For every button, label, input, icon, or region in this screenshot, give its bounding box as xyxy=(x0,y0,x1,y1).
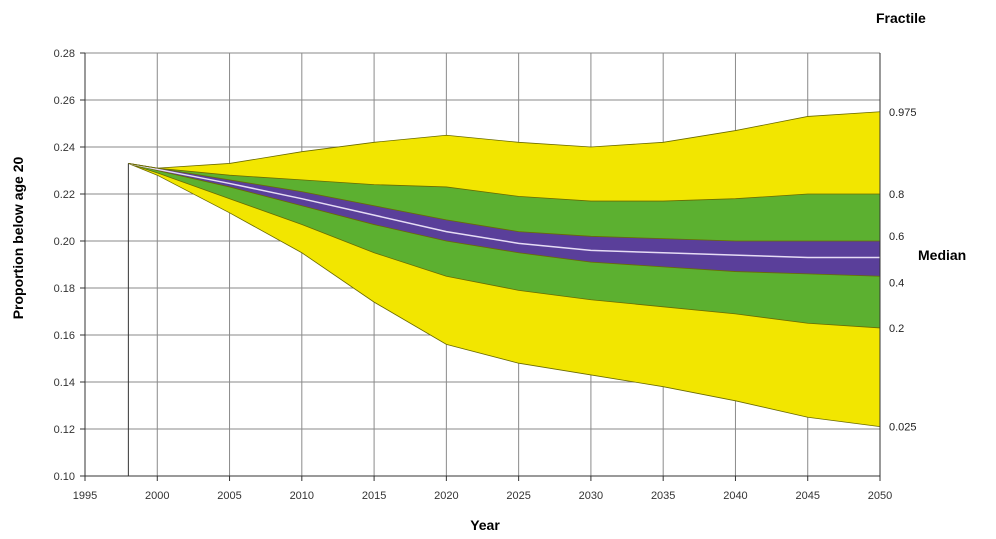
x-tick-label: 2040 xyxy=(723,490,747,502)
fractile-line-0.8 xyxy=(128,163,880,202)
y-tick-label: 0.24 xyxy=(54,142,75,154)
fractile-line-0.6 xyxy=(128,163,880,242)
fractile-bands xyxy=(128,111,880,427)
x-tick-label: 2030 xyxy=(579,490,603,502)
fractile-line-0.4 xyxy=(128,163,881,277)
x-tick-label: 2020 xyxy=(434,490,458,502)
y-tick-label: 0.16 xyxy=(54,330,75,342)
fractile-label: 0.975 xyxy=(889,107,917,119)
fractile-label: 0.2 xyxy=(889,323,904,335)
y-axis-title: Proportion below age 20 xyxy=(10,157,26,320)
fractile-label: 0.025 xyxy=(889,422,917,434)
x-tick-label: 2045 xyxy=(795,490,819,502)
y-tick-label: 0.20 xyxy=(54,236,75,248)
x-tick-label: 2025 xyxy=(506,490,530,502)
fractile-line-0.2 xyxy=(128,163,881,329)
x-tick-label: 2000 xyxy=(145,490,169,502)
y-tick-label: 0.14 xyxy=(54,377,75,389)
x-axis-title: Year xyxy=(470,517,500,533)
y-tick-label: 0.12 xyxy=(54,424,75,436)
y-tick-labels: 0.10 0.12 0.14 0.16 0.18 0.20 0.22 0.24 0.26 0.28 xyxy=(54,48,75,483)
median-label: Median xyxy=(918,247,966,263)
y-tick-label: 0.26 xyxy=(54,95,75,107)
x-tick-labels: 1995 2000 2005 2010 2015 2020 2025 2030 2035 2040… xyxy=(73,490,892,502)
fractile-label: 0.8 xyxy=(889,189,904,201)
y-tick-label: 0.18 xyxy=(54,283,75,295)
x-tick-label: 2005 xyxy=(217,490,241,502)
y-tick-label: 0.10 xyxy=(54,471,75,483)
axes xyxy=(80,52,881,481)
fractile-label: 0.4 xyxy=(889,277,904,289)
y-tick-label: 0.28 xyxy=(54,48,75,60)
x-tick-label: 2035 xyxy=(651,490,675,502)
y-tick-label: 0.22 xyxy=(54,189,75,201)
fractile-labels: 0.025 0.2 0.4 0.6 0.8 0.975 xyxy=(889,107,917,434)
x-tick-label: 2050 xyxy=(868,490,892,502)
fractile-line-0.025 xyxy=(128,163,881,428)
x-tick-label: 2010 xyxy=(290,490,314,502)
legend-title: Fractile xyxy=(876,10,926,26)
fractile-label: 0.6 xyxy=(889,231,904,243)
fractile-line-0.975 xyxy=(128,111,881,169)
band-20 xyxy=(128,163,880,277)
x-tick-label: 2015 xyxy=(362,490,386,502)
fractile-lines xyxy=(128,111,881,428)
x-tick-label: 1995 xyxy=(73,490,97,502)
median-line xyxy=(128,162,880,259)
